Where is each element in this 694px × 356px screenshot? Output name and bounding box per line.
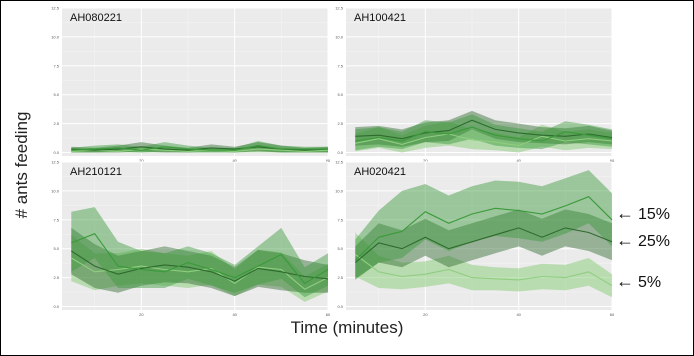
x-tick-label: 60 — [610, 312, 615, 317]
y-tick-label: 7.5 — [337, 63, 343, 68]
y-tick-label: 12.5 — [335, 160, 344, 165]
y-tick-label: 2.5 — [53, 121, 59, 126]
panel-title: AH100421 — [354, 12, 406, 24]
confidence-band-5pct — [355, 232, 612, 298]
y-tick-label: 5.0 — [337, 246, 343, 251]
facet-panel-4: 0.0 2.5 5.0 7.5 10.0 12.5 20 40 60 AH020421 — [335, 160, 615, 318]
y-tick-label: 0.0 — [337, 150, 343, 155]
x-tick-label: 20 — [139, 312, 144, 317]
x-tick-label: 60 — [326, 312, 331, 317]
y-tick-label: 12.5 — [335, 6, 344, 11]
facet-panel-2: 0.0 2.5 5.0 7.5 10.0 12.5 20 40 60 AH100421 — [335, 6, 615, 164]
x-tick-label: 60 — [326, 158, 331, 163]
panel-title: AH210121 — [70, 166, 122, 178]
confidence-band-25pct — [355, 209, 612, 279]
series-line-15pct — [354, 196, 613, 261]
series-line-25pct — [354, 227, 613, 264]
y-axis-label-wrap: # ants feeding — [2, 80, 42, 250]
y-tick-label: 2.5 — [53, 275, 59, 280]
x-tick-label: 40 — [232, 158, 237, 163]
confidence-band-25pct — [71, 227, 329, 297]
confidence-band-5pct — [71, 234, 329, 302]
y-tick-label: 5.0 — [53, 246, 59, 251]
confidence-band-15pct — [355, 114, 612, 151]
annotation-5pct-label: 5% — [638, 274, 662, 291]
y-tick-label: 10.0 — [51, 188, 60, 193]
series-line-15pct — [71, 233, 329, 285]
y-tick-label: 10.0 — [335, 34, 344, 39]
series-line-25pct — [71, 250, 329, 282]
y-tick-label: 5.0 — [337, 92, 343, 97]
y-axis-label: # ants feeding — [12, 111, 31, 219]
panel-title: AH020421 — [354, 166, 406, 178]
left-arrow-icon: ← — [616, 271, 634, 291]
annotation-15pct: ← 15% — [616, 203, 670, 224]
confidence-band-15pct — [71, 207, 329, 298]
confidence-band-15pct — [355, 170, 612, 280]
y-tick-label: 2.5 — [337, 121, 343, 126]
x-tick-label: 20 — [423, 158, 428, 163]
x-tick-label: 40 — [516, 158, 521, 163]
y-tick-label: 5.0 — [53, 92, 59, 97]
panel-background — [62, 8, 328, 156]
y-tick-label: 0.0 — [53, 304, 59, 309]
series-line-5pct — [355, 133, 613, 147]
x-tick-label: 40 — [516, 312, 521, 317]
series-line-5pct — [354, 254, 613, 287]
series-line-5pct — [71, 148, 329, 152]
facet-panel-3: 0.0 2.5 5.0 7.5 10.0 12.5 20 40 60 AH210121 — [51, 160, 331, 318]
y-tick-label: 7.5 — [53, 63, 59, 68]
annotation-5pct: ← 5% — [616, 271, 661, 292]
y-tick-label: 10.0 — [335, 188, 344, 193]
panel-title: AH080221 — [70, 12, 122, 24]
y-tick-label: 2.5 — [337, 275, 343, 280]
x-tick-label: 20 — [139, 158, 144, 163]
left-arrow-icon: ← — [616, 230, 634, 250]
y-tick-label: 7.5 — [53, 217, 59, 222]
annotation-15pct-label: 15% — [638, 206, 671, 223]
series-line-25pct — [355, 119, 613, 140]
confidence-band-5pct — [355, 121, 612, 153]
x-tick-label: 40 — [232, 312, 237, 317]
facet-panel-1: 0.0 2.5 5.0 7.5 10.0 12.5 20 40 60 AH080221 — [51, 6, 331, 164]
y-tick-label: 10.0 — [51, 34, 60, 39]
y-tick-label: 12.5 — [51, 6, 60, 11]
x-axis-label: Time (minutes) — [290, 318, 404, 337]
series-line-15pct — [71, 145, 328, 151]
x-tick-label: 60 — [610, 158, 615, 163]
x-tick-label: 20 — [423, 312, 428, 317]
y-tick-label: 0.0 — [53, 150, 59, 155]
annotation-25pct-label: 25% — [638, 233, 671, 250]
left-arrow-icon: ← — [616, 203, 634, 223]
y-tick-label: 0.0 — [337, 304, 343, 309]
series-line-15pct — [355, 126, 613, 142]
y-tick-label: 7.5 — [337, 217, 343, 222]
annotation-25pct: ← 25% — [616, 230, 670, 251]
y-tick-label: 12.5 — [51, 160, 60, 165]
